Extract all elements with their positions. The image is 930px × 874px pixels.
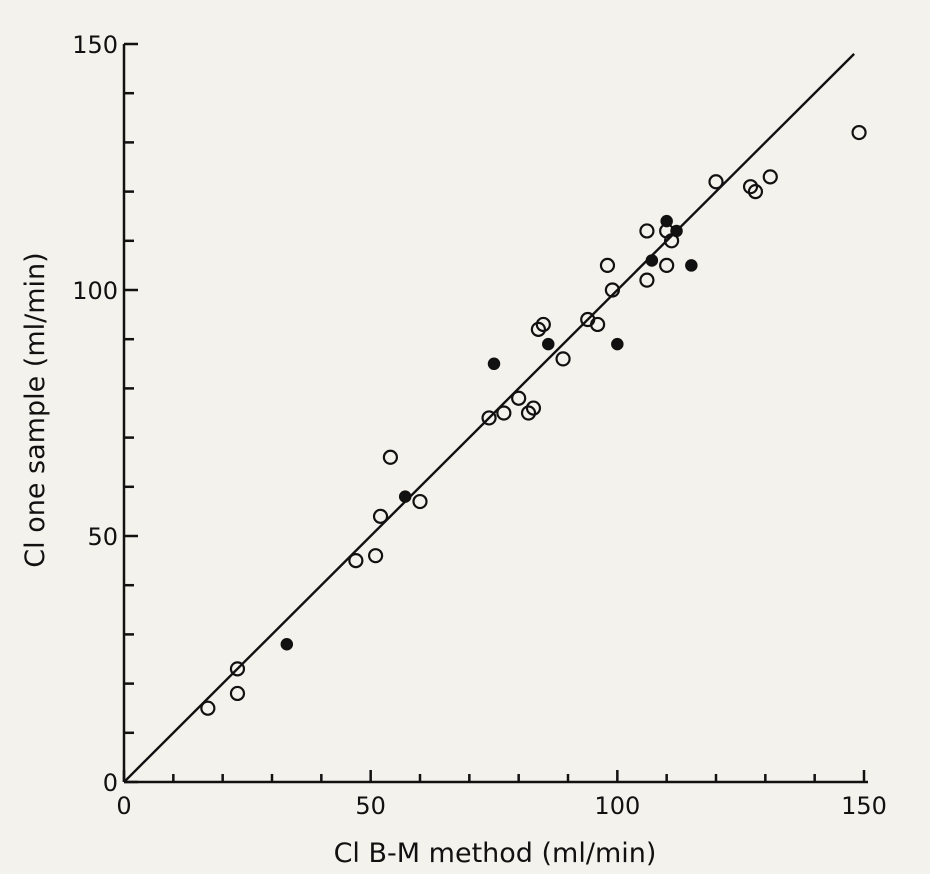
open-data-point <box>372 508 389 524</box>
open-data-point <box>530 321 547 337</box>
filled-data-point <box>660 214 673 228</box>
open-data-point <box>742 179 759 195</box>
y-tick-label: 100 <box>72 277 118 305</box>
open-data-point <box>659 257 675 273</box>
open-data-point <box>639 223 655 239</box>
open-data-point <box>481 410 497 426</box>
x-tick-label: 100 <box>594 792 640 820</box>
filled-data-point <box>398 490 412 503</box>
filled-data-point <box>685 259 698 272</box>
y-tick-label: 50 <box>87 523 118 551</box>
open-data-point <box>348 552 364 569</box>
filled-data-point <box>280 637 294 651</box>
open-data-point <box>496 405 512 421</box>
filled-data-point <box>542 337 555 351</box>
open-data-point <box>511 390 527 406</box>
filled-data-point <box>645 254 659 267</box>
x-axis-title: Cl B-M method (ml/min) <box>334 838 657 869</box>
open-data-point <box>382 449 398 465</box>
reference-line-group <box>123 52 855 783</box>
open-data-point <box>589 316 606 333</box>
open-data-point <box>747 184 764 200</box>
identity-line <box>123 52 855 783</box>
open-data-point <box>535 316 551 333</box>
open-data-point <box>229 685 246 702</box>
y-tick-label: 150 <box>72 31 118 59</box>
open-data-point <box>851 124 867 141</box>
x-tick-label: 150 <box>841 792 887 820</box>
open-data-point <box>525 400 542 416</box>
data-points <box>200 124 867 716</box>
x-tick-label: 0 <box>116 792 131 820</box>
open-data-point <box>200 700 216 716</box>
filled-data-point <box>487 357 501 371</box>
axes: 0 50 100 150 0 50 100 150 <box>72 31 887 820</box>
open-data-point <box>604 282 621 298</box>
open-data-point <box>555 351 571 367</box>
y-tick-label: 0 <box>103 769 118 797</box>
y-axis-title: Cl one sample (ml/min) <box>20 252 51 567</box>
open-data-point <box>708 174 724 190</box>
open-data-point <box>520 405 537 421</box>
open-data-point <box>639 272 655 288</box>
open-data-point <box>229 661 246 677</box>
open-data-point <box>412 493 428 510</box>
filled-data-point <box>611 337 624 351</box>
filled-data-point <box>670 224 683 238</box>
open-data-point <box>599 257 616 273</box>
open-data-point <box>762 169 778 185</box>
open-data-point <box>368 548 384 564</box>
x-tick-label: 50 <box>355 792 386 820</box>
